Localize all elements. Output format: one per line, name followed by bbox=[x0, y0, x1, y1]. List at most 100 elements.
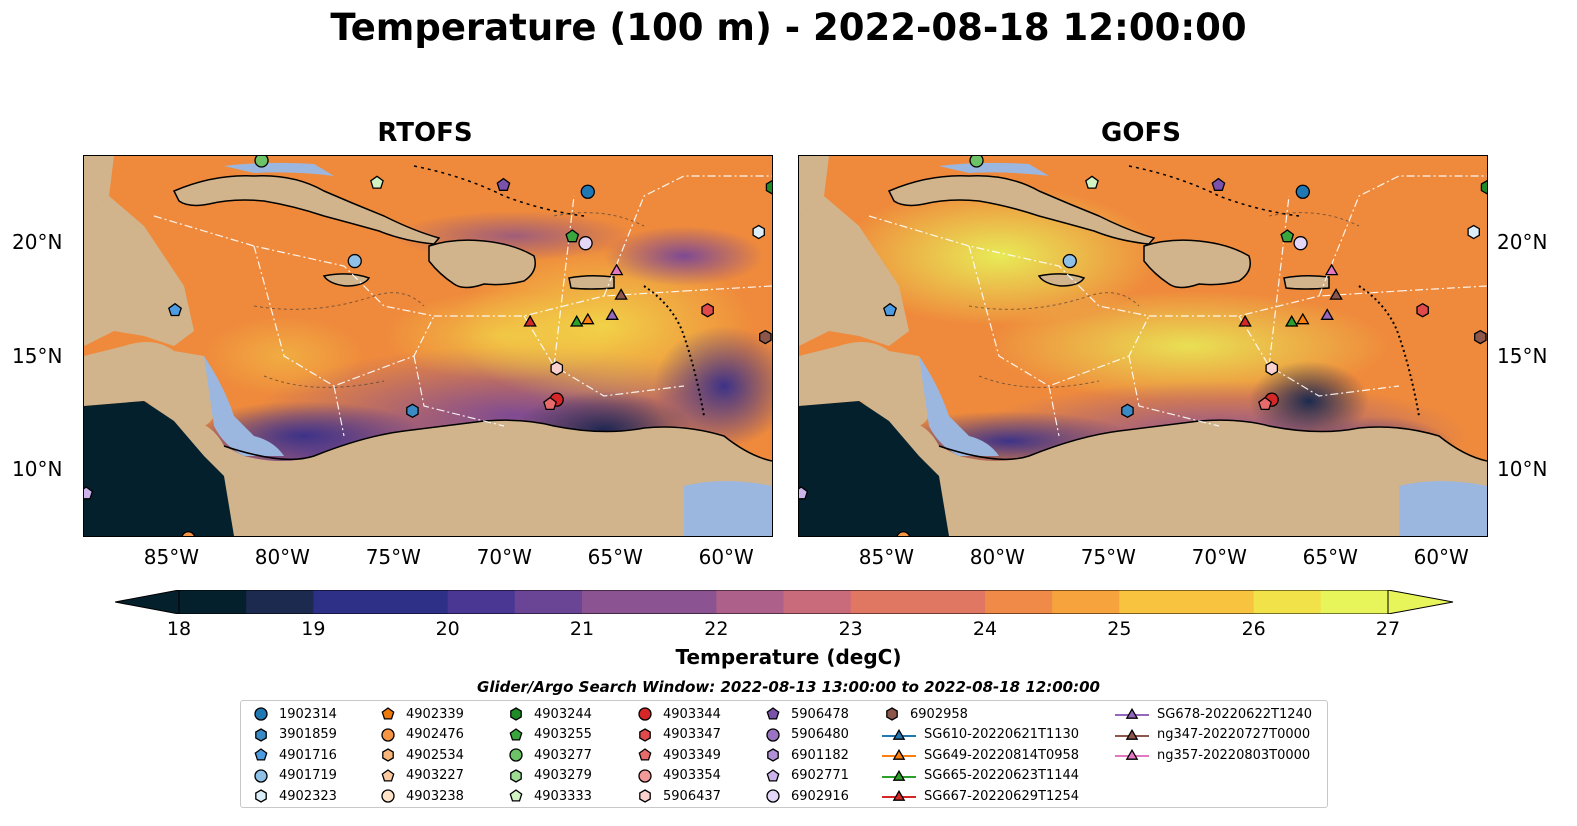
legend-label: ng347-20220727T0000 bbox=[1157, 727, 1311, 742]
lon-tick-gofs-0: 85°W bbox=[858, 545, 914, 569]
legend-item: 4903354 bbox=[635, 766, 721, 786]
lon-tick-gofs-5: 60°W bbox=[1413, 545, 1469, 569]
legend-marker-icon bbox=[381, 789, 395, 803]
legend-label: 6902916 bbox=[791, 788, 849, 804]
legend-item: SG649-20220814T0958 bbox=[882, 745, 1079, 765]
legend-label: 6902958 bbox=[910, 706, 968, 722]
platform-marker-4903244 bbox=[765, 180, 772, 195]
legend-label: SG665-20220623T1144 bbox=[924, 768, 1080, 783]
legend-label: 4903227 bbox=[406, 768, 464, 783]
legend-item: 4901719 bbox=[251, 766, 337, 786]
legend-marker-icon bbox=[509, 727, 523, 741]
platform-marker-4901719 bbox=[1062, 253, 1077, 269]
colorbar-segment bbox=[850, 590, 919, 614]
platform-marker-ng347-20220727T0000 bbox=[614, 288, 628, 300]
legend-label: SG667-20220629T1254 bbox=[924, 788, 1080, 804]
legend-marker-icon bbox=[882, 748, 916, 760]
platform-marker-3901859 bbox=[1121, 403, 1134, 419]
colorbar-segment bbox=[1119, 590, 1188, 614]
legend-item: 4903238 bbox=[378, 786, 464, 806]
legend-marker-icon bbox=[882, 789, 916, 801]
legend-item: 4903344 bbox=[635, 704, 721, 724]
platform-marker-SG665-20220623T1144 bbox=[569, 314, 584, 327]
platform-marker-4903255 bbox=[565, 229, 580, 243]
colorbar-segment bbox=[380, 590, 449, 614]
legend-label: 4903349 bbox=[663, 747, 721, 763]
platform-marker-4903277 bbox=[969, 156, 984, 168]
legend-label: 4903238 bbox=[406, 788, 464, 804]
legend-item: 4903347 bbox=[635, 725, 721, 745]
platform-marker-4903333 bbox=[1085, 175, 1099, 189]
platform-marker-SG649-20220814T0958 bbox=[1296, 312, 1310, 325]
legend-item: SG678-20220622T1240 bbox=[1115, 704, 1312, 724]
colorbar-segment bbox=[985, 590, 1053, 614]
platform-marker-4902476 bbox=[181, 531, 196, 536]
platform-marker-ng357-20220803T0000 bbox=[1324, 263, 1339, 276]
platform-marker-4901716 bbox=[883, 302, 897, 317]
legend-item: 6902916 bbox=[763, 786, 849, 806]
legend-label: 5906437 bbox=[663, 788, 721, 804]
map-rtofs bbox=[83, 155, 773, 537]
colorbar-tick-21: 21 bbox=[569, 618, 595, 640]
colorbar-label: Temperature (degC) bbox=[675, 645, 902, 669]
colorbar-segment bbox=[649, 590, 717, 614]
legend-item: 4902476 bbox=[378, 725, 464, 745]
colorbar-segment bbox=[1186, 590, 1255, 614]
platform-marker-SG667-20220629T1254 bbox=[523, 314, 537, 327]
legend: 1902314 3901859 4901716 4901719 4902323 49023… bbox=[240, 700, 1328, 808]
platform-marker-4903349 bbox=[543, 396, 557, 411]
legend-item: 6902771 bbox=[763, 766, 849, 786]
platform-marker-1902314 bbox=[580, 184, 595, 199]
legend-item: 4903255 bbox=[506, 725, 592, 745]
legend-marker-icon bbox=[254, 748, 268, 761]
legend-label: 4903277 bbox=[534, 747, 592, 763]
legend-item: 6901182 bbox=[763, 745, 849, 765]
legend-label: SG678-20220622T1240 bbox=[1157, 706, 1313, 722]
legend-item: 5906480 bbox=[763, 725, 849, 745]
colorbar-segment bbox=[716, 590, 785, 614]
legend-item: 4902339 bbox=[378, 704, 464, 724]
legend-label: 4902339 bbox=[406, 706, 464, 722]
legend-marker-icon bbox=[510, 707, 522, 721]
lon-tick-gofs-2: 75°W bbox=[1080, 545, 1136, 569]
search-window-text: Glider/Argo Search Window: 2022-08-13 13… bbox=[477, 678, 1100, 696]
platform-marker-SG665-20220623T1144 bbox=[1284, 314, 1299, 327]
platform-marker-3901859 bbox=[406, 403, 419, 419]
legend-item: SG665-20220623T1144 bbox=[882, 766, 1079, 786]
legend-label: 3901859 bbox=[279, 727, 337, 742]
platform-marker-4903333 bbox=[370, 175, 384, 189]
platform-marker-4901719 bbox=[347, 253, 362, 269]
lon-tick-rtofs-2: 75°W bbox=[365, 545, 421, 569]
lat-tick-left-15: 15°N bbox=[12, 344, 63, 368]
colorbar-tick-19: 19 bbox=[301, 618, 326, 640]
colorbar-tick-23: 23 bbox=[838, 618, 863, 640]
platform-marker-6902958 bbox=[1474, 329, 1487, 345]
platform-marker-SG678-20220622T1240 bbox=[605, 308, 619, 320]
colorbar-segment bbox=[582, 590, 650, 614]
panel-title-gofs: GOFS bbox=[1101, 118, 1181, 148]
platform-marker-4903347 bbox=[1416, 302, 1429, 318]
legend-item: ng347-20220727T0000 bbox=[1115, 725, 1310, 745]
colorbar-segment bbox=[246, 590, 314, 614]
colorbar-segment bbox=[1052, 590, 1120, 614]
legend-marker-icon bbox=[382, 748, 394, 762]
legend-item: 5906478 bbox=[763, 704, 849, 724]
platform-marker-4903244 bbox=[1480, 180, 1487, 195]
legend-marker-icon bbox=[638, 768, 652, 783]
legend-label: 4901716 bbox=[279, 747, 337, 763]
legend-item: 4903277 bbox=[506, 745, 592, 765]
platform-marker-4902323 bbox=[1467, 224, 1480, 240]
platform-marker-4903255 bbox=[1280, 229, 1295, 243]
lat-tick-right-10: 10°N bbox=[1497, 457, 1548, 481]
colorbar-segment bbox=[1320, 590, 1389, 614]
legend-item: 4903349 bbox=[635, 745, 721, 765]
colorbar-segment bbox=[313, 590, 382, 614]
legend-label: 4903279 bbox=[534, 768, 592, 783]
colorbar-segment bbox=[447, 590, 516, 614]
lon-tick-rtofs-0: 85°W bbox=[143, 545, 199, 569]
colorbar-segment bbox=[783, 590, 852, 614]
panel-title-rtofs: RTOFS bbox=[377, 118, 473, 148]
legend-item: 4901716 bbox=[251, 745, 337, 765]
platform-marker-4903277 bbox=[254, 156, 269, 168]
legend-item: 4902323 bbox=[251, 786, 337, 806]
